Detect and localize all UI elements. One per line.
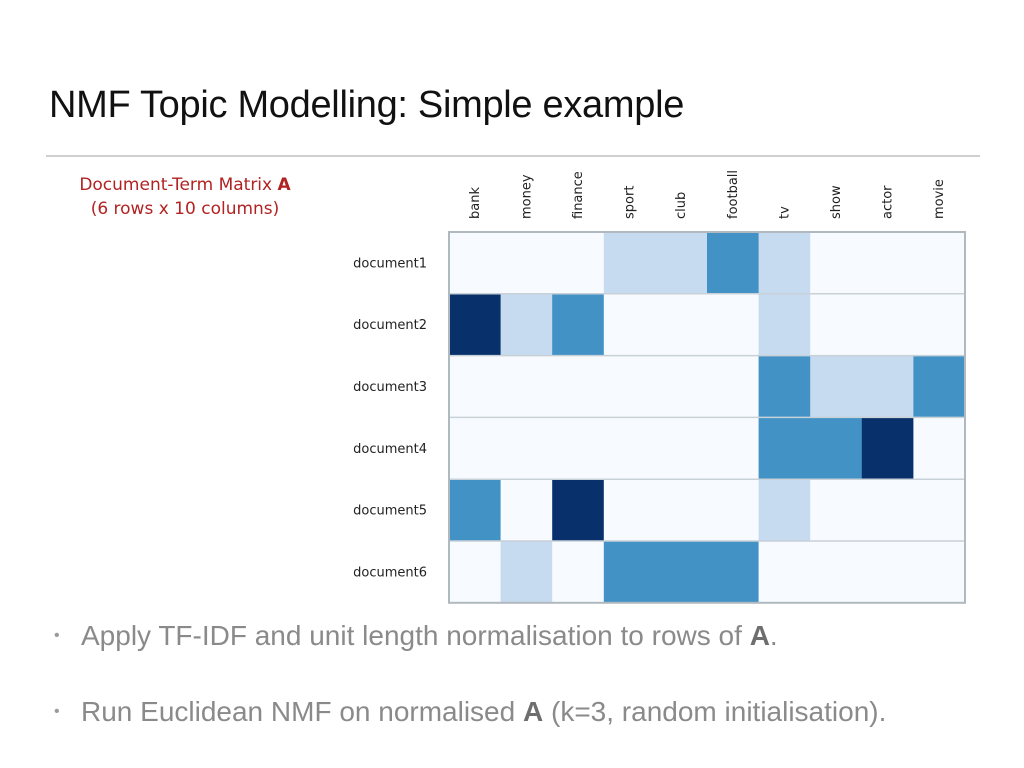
- heatmap-cell-document4-show: [810, 417, 863, 480]
- document-term-heatmap: bank money finance sport club football tv show a…: [353, 170, 966, 604]
- heatmap-cell-document1-actor: [861, 232, 914, 295]
- heatmap-cell-document2-bank: [449, 293, 502, 357]
- heatmap-cell-document4-club: [655, 417, 708, 480]
- row-label-document3: document3: [353, 380, 427, 395]
- heatmap-cell-document4-bank: [449, 417, 502, 480]
- heatmap-cell-document5-club: [655, 479, 708, 542]
- row-label-document1: document1: [353, 256, 427, 271]
- heatmap-cell-document2-actor: [861, 293, 914, 357]
- heatmap-cell-document2-money: [500, 293, 553, 357]
- heatmap-cell-document1-finance: [552, 232, 605, 295]
- heatmap-cell-document5-money: [500, 479, 553, 542]
- heatmap-cell-document1-bank: [449, 232, 502, 295]
- heatmap-cell-document6-bank: [449, 541, 502, 604]
- heatmap-cell-document3-actor: [861, 355, 914, 418]
- heatmap-cell-document1-club: [655, 232, 708, 295]
- bullet-item-nmf: • Run Euclidean NMF on normalised A (k=3,…: [48, 691, 1008, 733]
- column-label-bank: bank: [468, 187, 483, 219]
- heatmap-cell-document2-club: [655, 293, 708, 357]
- bullet-text-end: .: [769, 620, 778, 651]
- row-label-document2: document2: [353, 318, 427, 333]
- caption-line1-text: Document-Term Matrix: [79, 175, 278, 195]
- heatmap-cell-document6-actor: [861, 541, 914, 604]
- caption-line2-text: (6 rows x 10 columns): [90, 199, 280, 219]
- bullet-dot-icon: •: [54, 703, 60, 720]
- heatmap-cell-document5-sport: [603, 479, 656, 542]
- heatmap-cell-document2-sport: [603, 293, 656, 357]
- heatmap-cell-document3-movie: [913, 355, 966, 418]
- heatmap-cell-document1-money: [500, 232, 553, 295]
- bullet-item-tfidf: • Apply TF-IDF and unit length normalisat…: [48, 615, 1008, 657]
- heatmap-cell-document6-tv: [758, 541, 811, 604]
- column-label-actor: actor: [881, 185, 896, 219]
- bullet-list: • Apply TF-IDF and unit length normalisat…: [48, 615, 1008, 767]
- heatmap-cell-document2-finance: [552, 293, 605, 357]
- heatmap-cell-document1-sport: [603, 232, 656, 295]
- heatmap-cell-document2-football: [707, 293, 760, 357]
- column-label-tv: tv: [777, 206, 792, 219]
- heatmap-cell-document2-tv: [758, 293, 811, 357]
- heatmap-cell-document6-show: [810, 541, 863, 604]
- column-label-sport: sport: [623, 186, 638, 219]
- bullet-text: Run Euclidean NMF on normalised: [81, 696, 523, 727]
- row-label-document4: document4: [353, 442, 427, 457]
- column-label-money: money: [519, 174, 534, 219]
- column-label-finance: finance: [571, 171, 586, 219]
- heatmap-cell-document3-finance: [552, 355, 605, 418]
- heatmap-cell-document3-sport: [603, 355, 656, 418]
- heatmap-cell-document5-football: [707, 479, 760, 542]
- heatmap-cell-document1-movie: [913, 232, 966, 295]
- heatmap-cell-document4-football: [707, 417, 760, 480]
- heatmap-cell-document5-actor: [861, 479, 914, 542]
- row-label-document6: document6: [353, 565, 427, 580]
- heatmap-cell-document6-football: [707, 541, 760, 604]
- heatmap-cell-document1-football: [707, 232, 760, 295]
- caption-matrix-symbol: A: [277, 175, 291, 195]
- heatmap-cell-document3-tv: [758, 355, 811, 418]
- heatmap-border: [448, 231, 966, 604]
- heatmap-cell-document5-tv: [758, 479, 811, 542]
- heatmap-cell-document5-movie: [913, 479, 966, 542]
- matrix-caption: Document-Term Matrix A (6 rows x 10 colu…: [40, 173, 330, 221]
- heatmap-cell-document4-actor: [861, 417, 914, 480]
- heatmap-cell-document2-movie: [913, 293, 966, 357]
- bullet-matrix-symbol: A: [749, 620, 770, 651]
- heatmap-cell-document6-movie: [913, 541, 966, 604]
- heatmap-cell-document5-finance: [552, 479, 605, 542]
- column-label-club: club: [674, 192, 689, 219]
- heatmap-cell-document5-bank: [449, 479, 502, 542]
- heatmap-cell-document3-show: [810, 355, 863, 418]
- column-label-football: football: [726, 170, 741, 219]
- heatmap-cell-document6-finance: [552, 541, 605, 604]
- heatmap-cell-document1-tv: [758, 232, 811, 295]
- heatmap-cell-document4-money: [500, 417, 553, 480]
- column-label-movie: movie: [932, 179, 947, 219]
- bullet-dot-icon: •: [54, 627, 60, 644]
- heatmap-cell-document5-show: [810, 479, 863, 542]
- heatmap-cell-document4-finance: [552, 417, 605, 480]
- bullet-text-end: (k=3, random initialisation).: [543, 696, 887, 727]
- slide-title: NMF Topic Modelling: Simple example: [49, 84, 685, 126]
- heatmap-cell-document3-club: [655, 355, 708, 418]
- column-label-show: show: [829, 185, 844, 219]
- heatmap-cell-document3-money: [500, 355, 553, 418]
- heatmap-cell-document2-show: [810, 293, 863, 357]
- heatmap-cell-document6-club: [655, 541, 708, 604]
- heatmap-cell-document6-money: [500, 541, 553, 604]
- heatmap-cell-document4-movie: [913, 417, 966, 480]
- heatmap-cell-document6-sport: [603, 541, 656, 604]
- title-divider: [46, 155, 980, 157]
- heatmap-cell-document3-football: [707, 355, 760, 418]
- heatmap-cell-document4-sport: [603, 417, 656, 480]
- heatmap-cell-document1-show: [810, 232, 863, 295]
- heatmap-cell-document3-bank: [449, 355, 502, 418]
- bullet-text: Apply TF-IDF and unit length normalisati…: [81, 620, 750, 651]
- heatmap-cell-document4-tv: [758, 417, 811, 480]
- bullet-matrix-symbol: A: [522, 696, 544, 727]
- row-label-document5: document5: [353, 504, 427, 519]
